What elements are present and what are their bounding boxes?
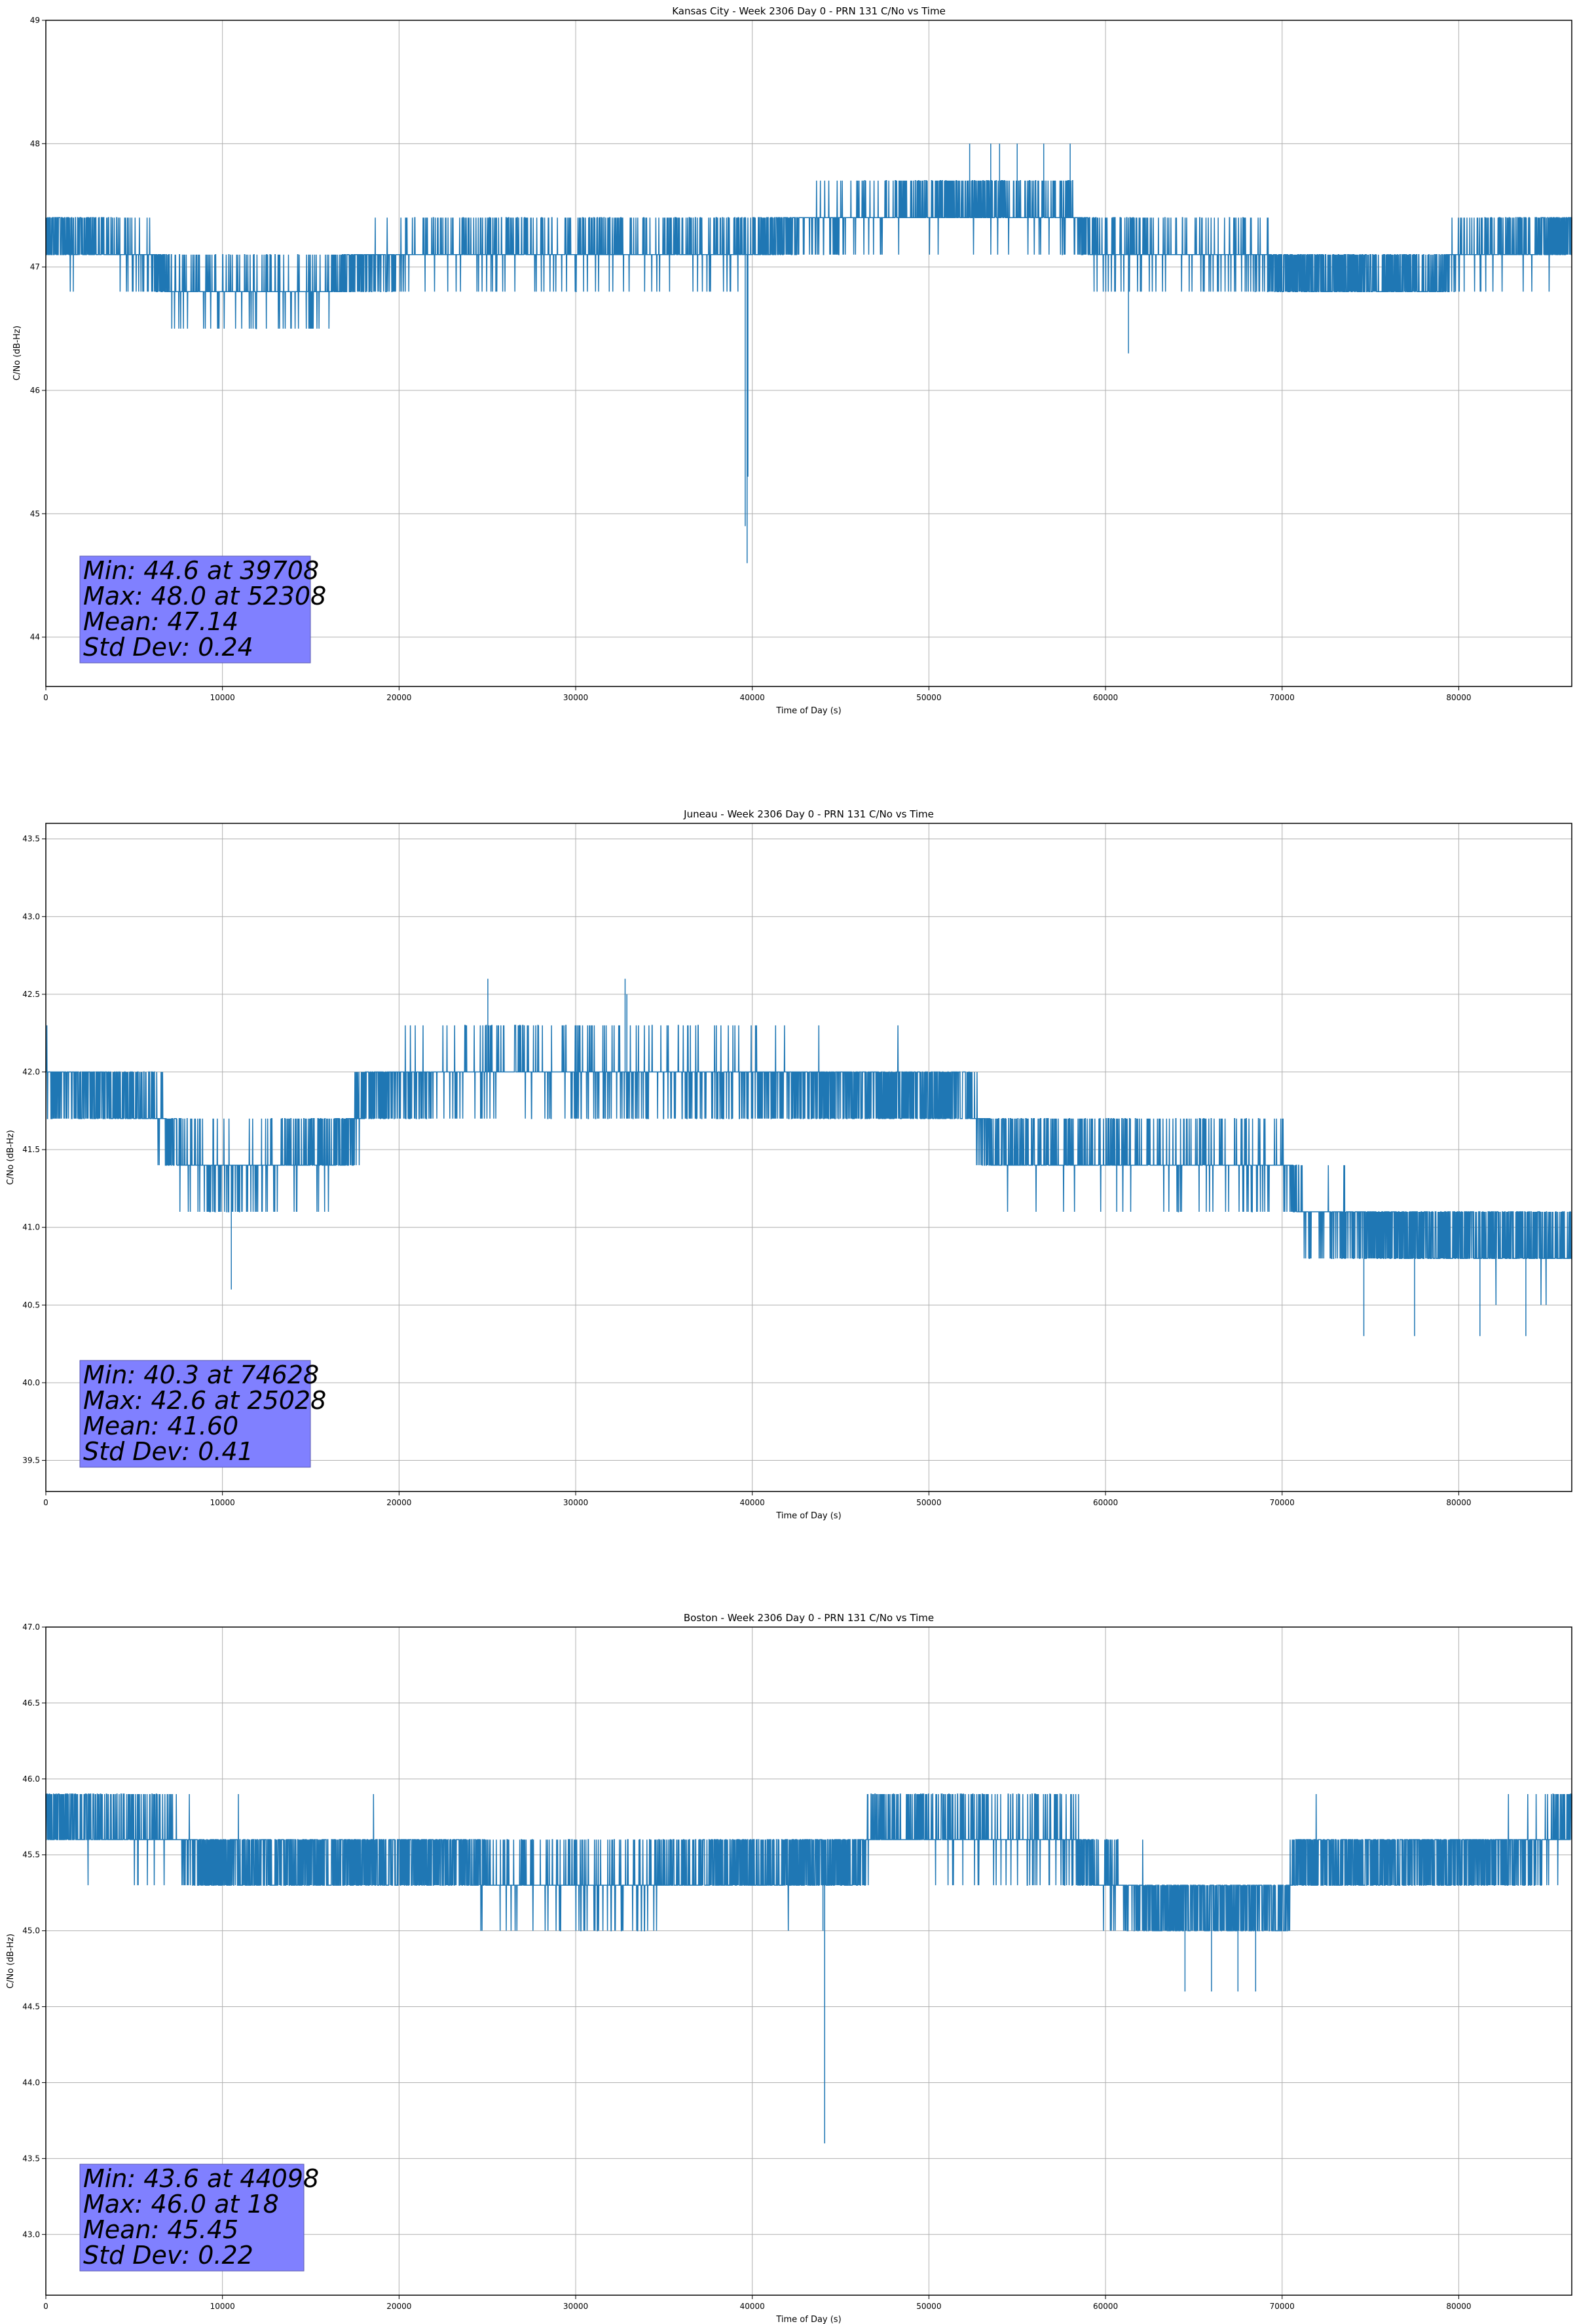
grid [45, 823, 1572, 1491]
cno-series-kansas-city [45, 143, 1572, 563]
stats-box: Min: 44.6 at 39708 Max: 48.0 at 52308 Me… [79, 555, 326, 664]
stat-min: Min: 43.6 at 44098 [83, 2164, 319, 2193]
stats-box-background [79, 555, 311, 664]
x-axis-ticks: 0 10000 20000 30000 40000 50000 60000 70000 8000… [43, 1491, 1472, 1507]
chart-title: Juneau - Week 2306 Day 0 - PRN 131 C/No … [683, 808, 934, 820]
x-axis-label: Time of Day (s) [775, 1511, 841, 1521]
stats-box: Min: 43.6 at 44098 Max: 46.0 at 18 Mean:… [79, 2164, 319, 2272]
y-tick-label: 41.0 [22, 1223, 40, 1232]
x-axis-label: Time of Day (s) [775, 706, 841, 716]
x-tick-label: 0 [43, 693, 48, 702]
y-tick-label: 49 [30, 16, 40, 25]
stat-mean: Mean: 47.14 [83, 607, 238, 636]
x-tick-label: 80000 [1446, 693, 1471, 702]
y-tick-label: 45.0 [22, 1926, 40, 1936]
x-tick-label: 50000 [916, 693, 941, 702]
x-tick-label: 80000 [1446, 2302, 1471, 2311]
y-tick-label: 39.5 [22, 1456, 40, 1465]
y-tick-label: 44.5 [22, 2002, 40, 2012]
cno-series-juneau [46, 979, 1572, 1336]
x-tick-label: 30000 [563, 693, 588, 702]
stat-std-dev: Std Dev: 0.24 [83, 633, 253, 662]
x-axis-ticks: 0 10000 20000 30000 40000 50000 60000 70000 8000… [43, 2295, 1472, 2311]
y-axis-label: C/No (dB-Hz) [12, 326, 22, 381]
x-tick-label: 10000 [210, 693, 235, 702]
x-tick-label: 50000 [916, 1498, 941, 1507]
y-tick-label: 47.0 [22, 1622, 40, 1632]
x-tick-label: 50000 [916, 2302, 941, 2311]
x-tick-label: 80000 [1446, 1498, 1471, 1507]
x-tick-label: 60000 [1093, 2302, 1118, 2311]
stat-mean: Mean: 45.45 [83, 2215, 238, 2244]
y-tick-label: 43.5 [22, 2154, 40, 2163]
x-tick-label: 40000 [740, 2302, 765, 2311]
y-tick-label: 44 [30, 633, 40, 642]
y-tick-label: 47 [30, 263, 40, 272]
x-tick-label: 10000 [210, 2302, 235, 2311]
x-axis-label: Time of Day (s) [775, 2315, 841, 2324]
y-axis-ticks: 43.0 43.5 44.0 44.5 45.0 45.5 46.0 46.5 47.0 [22, 1622, 46, 2239]
stat-mean: Mean: 41.60 [83, 1412, 238, 1440]
chart-panel-boston: 0 10000 20000 30000 40000 50000 60000 70000 8000… [6, 1612, 1572, 2324]
x-tick-label: 20000 [386, 2302, 411, 2311]
cno-line [46, 979, 1572, 1336]
y-tick-label: 45 [30, 509, 40, 518]
y-tick-label: 43.0 [22, 912, 40, 921]
y-tick-label: 43.0 [22, 2230, 40, 2239]
chart-title: Kansas City - Week 2306 Day 0 - PRN 131 … [672, 5, 946, 17]
x-tick-label: 0 [43, 2302, 48, 2311]
y-tick-label: 40.5 [22, 1300, 40, 1309]
x-tick-label: 70000 [1270, 2302, 1295, 2311]
stat-min: Min: 40.3 at 74628 [83, 1360, 319, 1389]
x-tick-label: 0 [43, 1498, 48, 1507]
stat-max: Max: 46.0 at 18 [83, 2190, 279, 2219]
cno-line [45, 143, 1572, 563]
y-tick-label: 42.0 [22, 1068, 40, 1077]
x-tick-label: 40000 [740, 1498, 765, 1507]
stats-box: Min: 40.3 at 74628 Max: 42.6 at 25028 Me… [79, 1360, 326, 1468]
x-tick-label: 20000 [386, 693, 411, 702]
plot-frame [45, 20, 1572, 687]
y-axis-ticks: 39.5 40.0 40.5 41.0 41.5 42.0 42.5 43.0 43.5 [22, 834, 46, 1465]
stat-min: Min: 44.6 at 39708 [83, 556, 319, 585]
stat-std-dev: Std Dev: 0.41 [83, 1437, 253, 1466]
x-tick-label: 10000 [210, 1498, 235, 1507]
cno-line [45, 1793, 1572, 2144]
x-tick-label: 40000 [740, 693, 765, 702]
y-tick-label: 48 [30, 139, 40, 148]
chart-panel-kansas-city: 0 10000 20000 30000 40000 50000 60000 70000 8000… [12, 5, 1572, 716]
y-tick-label: 42.5 [22, 990, 40, 999]
cno-series-boston [45, 1793, 1572, 2144]
y-tick-label: 41.5 [22, 1145, 40, 1154]
plot-frame [45, 823, 1572, 1492]
x-tick-label: 30000 [563, 2302, 588, 2311]
x-tick-label: 70000 [1270, 693, 1295, 702]
y-axis-ticks: 44 45 46 47 48 49 [30, 16, 46, 642]
chart-panel-juneau: 0 10000 20000 30000 40000 50000 60000 70000 8000… [6, 808, 1572, 1521]
y-tick-label: 46 [30, 386, 40, 395]
x-tick-label: 60000 [1093, 693, 1118, 702]
x-tick-label: 20000 [386, 1498, 411, 1507]
chart-title: Boston - Week 2306 Day 0 - PRN 131 C/No … [684, 1612, 934, 1624]
x-tick-label: 60000 [1093, 1498, 1118, 1507]
y-tick-label: 46.0 [22, 1774, 40, 1784]
plot-frame [45, 1626, 1572, 2296]
stat-max: Max: 42.6 at 25028 [83, 1386, 326, 1415]
y-axis-label: C/No (dB-Hz) [6, 1934, 16, 1989]
x-tick-label: 70000 [1270, 1498, 1295, 1507]
x-axis-ticks: 0 10000 20000 30000 40000 50000 60000 70000 8000… [43, 686, 1472, 702]
y-tick-label: 46.5 [22, 1698, 40, 1708]
y-axis-label: C/No (dB-Hz) [6, 1130, 16, 1185]
stats-box-background [79, 2164, 305, 2272]
stat-std-dev: Std Dev: 0.22 [83, 2241, 253, 2270]
stats-box-background [79, 1360, 311, 1468]
y-tick-label: 43.5 [22, 834, 40, 844]
x-tick-label: 30000 [563, 1498, 588, 1507]
y-tick-label: 44.0 [22, 2078, 40, 2087]
y-tick-label: 45.5 [22, 1850, 40, 1860]
stat-max: Max: 48.0 at 52308 [83, 582, 326, 610]
y-tick-label: 40.0 [22, 1378, 40, 1387]
